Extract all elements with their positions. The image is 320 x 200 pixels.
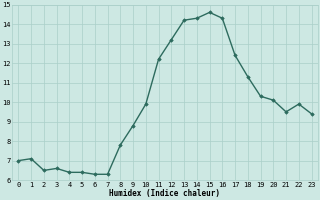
X-axis label: Humidex (Indice chaleur): Humidex (Indice chaleur) — [109, 189, 220, 198]
